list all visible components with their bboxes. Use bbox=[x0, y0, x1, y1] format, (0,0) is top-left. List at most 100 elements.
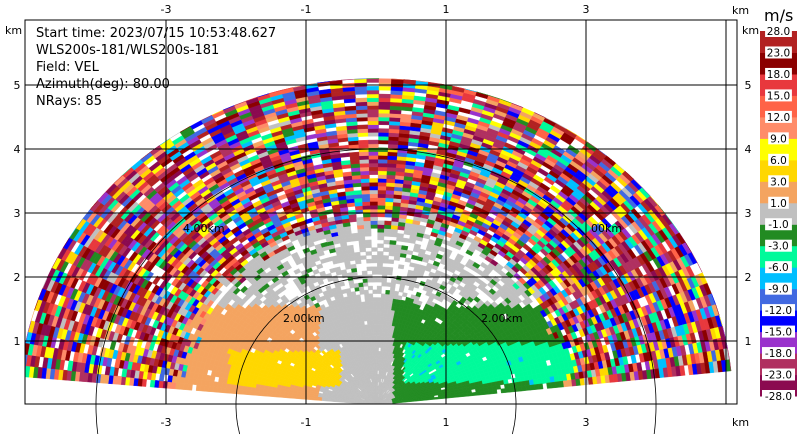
radar-bin bbox=[390, 278, 397, 284]
radar-bin bbox=[384, 212, 393, 218]
radar-bin bbox=[372, 354, 375, 360]
radar-bin bbox=[368, 143, 379, 149]
radar-bin bbox=[378, 86, 392, 91]
radar-bin bbox=[325, 209, 334, 215]
radar-bin bbox=[360, 174, 370, 180]
radar-bin bbox=[366, 93, 380, 99]
radar-bin bbox=[366, 320, 371, 325]
radar-bin bbox=[377, 262, 383, 268]
radar-bin bbox=[376, 339, 380, 344]
radar-bin bbox=[366, 97, 380, 102]
radar-bin bbox=[152, 275, 161, 286]
radar-bin bbox=[353, 190, 363, 196]
radar-bin bbox=[356, 224, 365, 230]
radar-bin bbox=[373, 331, 377, 337]
radar-bin bbox=[280, 294, 288, 302]
radar-bin bbox=[277, 193, 288, 201]
radar-bin bbox=[376, 301, 382, 306]
radar-bin bbox=[376, 285, 382, 291]
radar-bin bbox=[382, 258, 389, 264]
radar-bin bbox=[378, 158, 388, 164]
radar-bin bbox=[406, 249, 414, 256]
radar-bin bbox=[373, 308, 378, 314]
radar-bin bbox=[384, 224, 392, 230]
radar-bin bbox=[389, 290, 395, 296]
radar-bin bbox=[356, 216, 365, 222]
radar-bin bbox=[368, 158, 379, 164]
radar-bin bbox=[383, 228, 392, 233]
radar-bin bbox=[388, 136, 400, 142]
radar-bin bbox=[387, 259, 395, 265]
radar-bin bbox=[373, 335, 377, 340]
radar-bin bbox=[366, 86, 380, 91]
radar-bin bbox=[250, 390, 256, 396]
radar-bin bbox=[241, 389, 248, 395]
radar-bin bbox=[371, 247, 378, 252]
radar-bin bbox=[370, 331, 375, 337]
radar-bin bbox=[384, 301, 390, 307]
radar-bin bbox=[216, 386, 223, 393]
radar-bin bbox=[373, 328, 377, 333]
radar-bin bbox=[377, 212, 386, 218]
radar-bin bbox=[360, 320, 365, 326]
radar-bin bbox=[335, 180, 345, 186]
radar-bin bbox=[377, 178, 387, 183]
radar-bin bbox=[369, 178, 379, 183]
radar-bin bbox=[402, 237, 410, 243]
radar-bin bbox=[378, 135, 389, 141]
radar-bin bbox=[368, 297, 374, 302]
radar-bin bbox=[372, 301, 378, 306]
radar-bin bbox=[369, 201, 379, 206]
radar-bin bbox=[378, 151, 389, 156]
radar-bin bbox=[337, 191, 347, 197]
radar-bin bbox=[361, 197, 371, 203]
radar-bin bbox=[340, 269, 348, 275]
radar-bin bbox=[354, 78, 368, 84]
radar-bin bbox=[377, 243, 384, 248]
radar-bin bbox=[359, 290, 365, 295]
radar-bin bbox=[376, 347, 379, 352]
radar-bin bbox=[376, 331, 380, 337]
radar-bin bbox=[358, 239, 366, 245]
radar-bin bbox=[376, 312, 381, 318]
radar-bin bbox=[366, 316, 371, 322]
radar-bin bbox=[246, 390, 252, 396]
radar-bin bbox=[385, 197, 394, 203]
radar-bin bbox=[357, 232, 366, 238]
radar-bin bbox=[382, 255, 390, 260]
radar-bin bbox=[376, 335, 380, 341]
radar-bin bbox=[386, 170, 397, 176]
radar-bin bbox=[371, 339, 375, 344]
radar-bin bbox=[401, 245, 409, 251]
radar-bin bbox=[376, 324, 381, 329]
radar-bin bbox=[369, 193, 379, 198]
radar-bin bbox=[356, 116, 369, 122]
radar-bin bbox=[254, 391, 260, 396]
radar-bin bbox=[364, 239, 372, 245]
radar-bin bbox=[358, 286, 365, 292]
radar-bin bbox=[373, 324, 378, 329]
radar-bin bbox=[358, 139, 369, 145]
radar-bin bbox=[378, 132, 390, 137]
radar-bin bbox=[374, 347, 377, 352]
radar-bin bbox=[371, 347, 375, 352]
radar-bin bbox=[372, 305, 378, 310]
radar-bin bbox=[364, 228, 372, 233]
radar-bin bbox=[318, 392, 324, 396]
radar-bin bbox=[362, 278, 369, 283]
radar-bin bbox=[359, 155, 370, 160]
radar-bin bbox=[401, 292, 408, 298]
radar-bin bbox=[380, 293, 386, 299]
radar-bin bbox=[368, 147, 379, 152]
radar-bin bbox=[355, 105, 368, 111]
radar-bin bbox=[293, 268, 302, 275]
radar-bin bbox=[362, 282, 369, 287]
radar-bin bbox=[387, 163, 397, 168]
radar-bin bbox=[345, 288, 352, 294]
radar-bin bbox=[360, 255, 367, 260]
radar-bin bbox=[386, 182, 396, 188]
radar-bin bbox=[342, 171, 353, 177]
radar-bin bbox=[378, 97, 391, 103]
radar-bin bbox=[369, 197, 379, 202]
